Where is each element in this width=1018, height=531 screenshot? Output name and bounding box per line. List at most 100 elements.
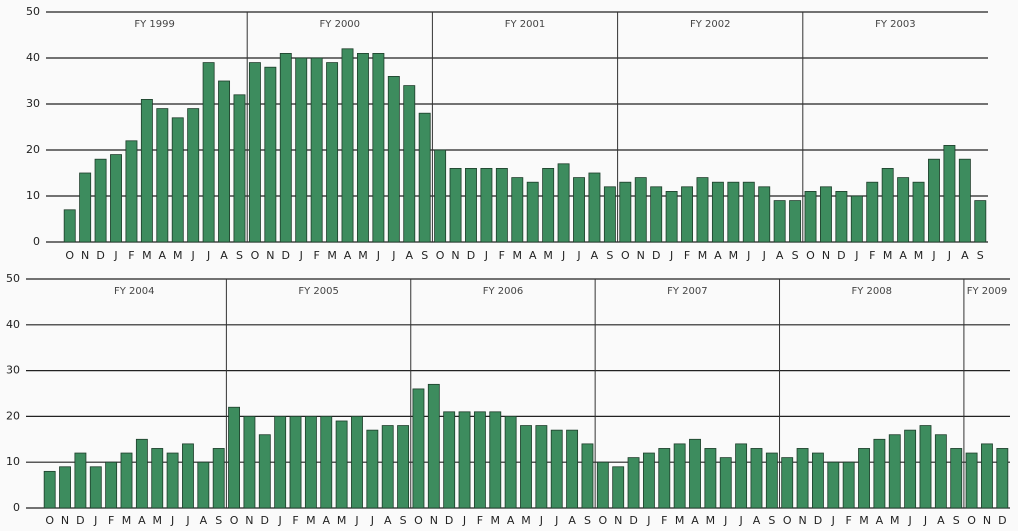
x-tick-label: A — [322, 514, 330, 527]
bar — [248, 62, 261, 243]
bar — [140, 99, 153, 243]
bar — [804, 190, 817, 243]
x-tick-label: M — [729, 249, 739, 262]
bar — [434, 149, 447, 243]
x-tick-label: D — [652, 249, 660, 262]
bar — [550, 429, 563, 509]
bar — [458, 411, 471, 509]
bar — [897, 177, 910, 243]
bar — [573, 177, 585, 243]
x-tick-label: N — [637, 249, 645, 262]
x-tick-label: J — [561, 249, 565, 262]
bar — [243, 415, 256, 509]
x-tick-label: M — [122, 514, 132, 527]
period-label: FY 2001 — [505, 19, 546, 30]
bar — [228, 406, 240, 509]
x-tick-label: M — [142, 249, 152, 262]
y-tick-label: 0 — [33, 235, 40, 248]
x-tick-label: O — [414, 514, 423, 527]
y-tick-label: 20 — [6, 409, 20, 422]
bar — [958, 158, 971, 243]
bar — [850, 195, 863, 243]
x-tick-label: A — [529, 249, 537, 262]
bar — [928, 158, 940, 243]
x-tick-label: J — [931, 249, 935, 262]
bar — [819, 186, 832, 243]
bar — [735, 443, 748, 509]
bar — [681, 186, 694, 243]
period-label: FY 2003 — [875, 19, 916, 30]
bar — [74, 452, 87, 509]
x-tick-label: S — [236, 249, 243, 262]
x-tick-label: A — [776, 249, 784, 262]
x-tick-label: A — [937, 514, 945, 527]
bar — [789, 200, 802, 243]
x-tick-label: J — [554, 514, 558, 527]
x-tick-label: J — [831, 514, 835, 527]
x-tick-label: D — [445, 514, 453, 527]
bar — [665, 190, 678, 243]
bar — [588, 172, 601, 243]
x-tick-label: A — [344, 249, 352, 262]
bar — [888, 434, 901, 509]
y-tick-label: 0 — [13, 501, 20, 514]
bar — [526, 181, 539, 243]
x-tick-label: D — [837, 249, 845, 262]
bar — [727, 181, 740, 243]
x-tick-label: M — [173, 249, 183, 262]
bar — [758, 186, 771, 243]
period-label: FY 2006 — [483, 286, 524, 297]
x-tick-label: J — [947, 249, 951, 262]
x-tick-label: F — [477, 514, 483, 527]
x-tick-label: J — [299, 249, 303, 262]
x-tick-label: J — [113, 249, 117, 262]
x-tick-label: M — [513, 249, 523, 262]
x-tick-label: A — [159, 249, 167, 262]
x-tick-label: J — [93, 514, 97, 527]
bar — [233, 94, 246, 243]
x-tick-label: M — [675, 514, 685, 527]
x-tick-label: D — [467, 249, 475, 262]
bar — [634, 177, 647, 243]
x-tick-label: O — [783, 514, 792, 527]
y-tick-label: 30 — [6, 364, 20, 377]
x-tick-label: J — [923, 514, 927, 527]
bar — [218, 80, 231, 243]
x-tick-label: A — [899, 249, 907, 262]
bar — [742, 181, 755, 243]
bar — [873, 438, 886, 509]
bar — [773, 200, 786, 243]
bar — [197, 461, 210, 509]
x-tick-label: A — [384, 514, 392, 527]
bar — [934, 434, 947, 509]
bar — [304, 415, 317, 509]
x-tick-label: O — [806, 249, 815, 262]
bar — [658, 448, 671, 509]
bar — [326, 62, 339, 243]
x-tick-label: O — [251, 249, 260, 262]
bar — [135, 438, 148, 509]
y-tick-label: 40 — [6, 318, 20, 331]
bar — [166, 452, 179, 509]
y-tick-label: 20 — [26, 143, 40, 156]
bar — [372, 53, 385, 243]
bar — [335, 420, 348, 509]
x-tick-label: J — [669, 249, 673, 262]
bar — [110, 154, 122, 243]
bar — [381, 425, 394, 509]
bar — [94, 158, 107, 243]
bar — [627, 457, 640, 509]
bar — [866, 181, 879, 243]
bar — [151, 448, 164, 509]
bar — [673, 443, 686, 509]
bar — [965, 452, 978, 509]
y-tick-label: 10 — [26, 189, 40, 202]
x-tick-label: D — [96, 249, 104, 262]
x-tick-label: J — [746, 249, 750, 262]
x-tick-label: F — [499, 249, 505, 262]
bar — [356, 53, 369, 243]
bar — [443, 411, 456, 509]
x-tick-label: O — [45, 514, 54, 527]
bar — [187, 108, 200, 243]
bar — [489, 411, 502, 509]
